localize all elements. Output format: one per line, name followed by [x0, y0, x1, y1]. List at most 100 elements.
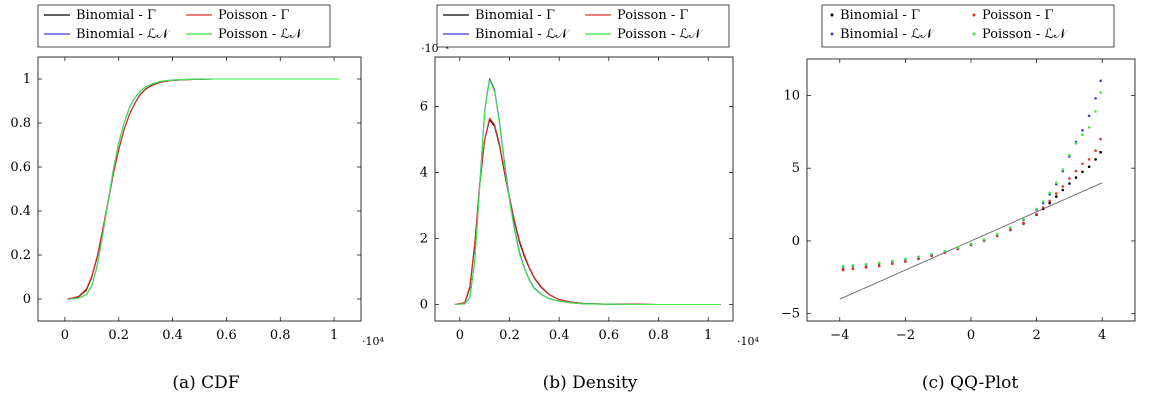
- scatter-point: [1087, 165, 1091, 168]
- scatter-point: [1048, 191, 1051, 195]
- scatter-point: [851, 264, 855, 267]
- series-line-2: [67, 78, 340, 300]
- scatter-point: [1081, 133, 1084, 136]
- scatter-point: [904, 260, 907, 263]
- scatter-point: [1061, 185, 1065, 188]
- y-tick-label: 0.4: [10, 204, 31, 219]
- legend: Binomial - Γ Poisson - Γ Binomial - ℒ𝒩 Pois…: [37, 4, 331, 48]
- legend: Binomial - Γ Poisson - Γ Binomial - ℒ𝒩 Pois…: [436, 4, 730, 48]
- legend: Binomial - Γ Poisson - Γ Binomial - ℒ𝒩 Pois…: [821, 4, 1115, 48]
- scatter-point: [1035, 207, 1038, 211]
- legend-label: Poisson - ℒ𝒩: [617, 27, 704, 42]
- scatter-point: [1094, 97, 1097, 100]
- subfigure-caption: (c) QQ-Plot: [922, 373, 1019, 393]
- y-tick-label: 1: [23, 72, 31, 87]
- series-line-3: [454, 77, 721, 306]
- y-tick-label: 0.6: [10, 160, 31, 175]
- scatter-point: [982, 238, 986, 241]
- scatter-point: [1087, 126, 1091, 129]
- scatter-point: [1009, 226, 1012, 229]
- scatter-point: [1041, 206, 1045, 209]
- y-tick-label: 0: [23, 292, 31, 307]
- scatter-point: [1055, 192, 1058, 195]
- scatter-point: [930, 252, 933, 256]
- scatter-point: [995, 232, 999, 236]
- scatter-point: [1022, 221, 1025, 225]
- legend-label: Binomial - Γ: [840, 8, 920, 23]
- scatter-point: [891, 259, 894, 263]
- scatter-point: [1055, 181, 1058, 184]
- legend-label: Poisson - Γ: [982, 8, 1053, 23]
- scatter-point: [1087, 114, 1091, 118]
- y-tick-label: 10: [783, 88, 800, 103]
- series-line-4: [70, 78, 340, 300]
- scatter-point: [841, 264, 845, 268]
- x-tick-label: 0.8: [270, 328, 291, 343]
- legend-label: Poisson - Γ: [218, 8, 289, 23]
- legend-label: Binomial - Γ: [76, 8, 156, 23]
- scatter-point: [1048, 201, 1051, 205]
- legend-label: Poisson - ℒ𝒩: [218, 27, 305, 42]
- legend-box: [821, 4, 1115, 48]
- scatter-point: [891, 262, 894, 266]
- x-tick-label: 0.4: [162, 328, 183, 343]
- legend-label: Poisson - ℒ𝒩: [982, 27, 1069, 42]
- scatter-point: [1068, 177, 1071, 180]
- x-tick-label: 0: [967, 328, 975, 343]
- scatter-point: [1099, 150, 1102, 154]
- legend-swatch: [830, 32, 834, 36]
- y-tick-label: 6: [420, 100, 428, 115]
- scatter-point: [841, 268, 845, 272]
- x-tick-label: 0.8: [648, 328, 669, 343]
- scatter-point: [917, 257, 920, 261]
- plot-frame: [37, 56, 362, 322]
- legend-swatch: [972, 13, 976, 17]
- subfigure-caption: (b) Density: [543, 373, 638, 393]
- series-line-1: [67, 78, 340, 300]
- x-axis-multiplier: ·10⁴: [362, 335, 384, 348]
- scatter-point: [1094, 149, 1097, 152]
- scatter-point: [1094, 158, 1097, 161]
- scatter-point: [1074, 169, 1078, 173]
- scatter-point: [1048, 199, 1051, 203]
- plot-frame: [434, 56, 734, 322]
- subfigure-caption: (a) CDF: [172, 373, 239, 393]
- scatter-point: [1068, 182, 1071, 185]
- x-tick-label: 0.6: [598, 328, 619, 343]
- x-tick-label: −4: [830, 328, 849, 343]
- scatter-point: [877, 261, 881, 265]
- scatter-point: [1087, 158, 1091, 161]
- legend-box: [37, 4, 331, 48]
- y-tick-label: 0: [420, 298, 428, 313]
- legend-label: Binomial - ℒ𝒩: [76, 27, 171, 42]
- scatter-point: [1061, 168, 1065, 171]
- scatter-point: [1068, 153, 1071, 157]
- x-tick-label: −2: [896, 328, 915, 343]
- scatter-point: [1074, 142, 1078, 145]
- x-tick-label: 1: [704, 328, 712, 343]
- scatter-point: [1099, 91, 1102, 94]
- legend-label: Binomial - ℒ𝒩: [475, 27, 570, 42]
- scatter-point: [943, 249, 947, 253]
- scatter-point: [1074, 176, 1078, 179]
- x-tick-label: 2: [1032, 328, 1040, 343]
- legend-swatch: [830, 13, 834, 17]
- y-tick-label: 5: [792, 161, 800, 176]
- scatter-point: [1081, 170, 1084, 174]
- scatter-point: [1035, 212, 1038, 216]
- scatter-point: [1099, 137, 1102, 141]
- scatter-point: [1041, 200, 1045, 203]
- series-line-2: [454, 117, 721, 306]
- legend-box: [436, 4, 730, 48]
- x-tick-label: 0: [61, 328, 69, 343]
- scatter-point: [851, 267, 855, 271]
- y-tick-label: 0.2: [10, 248, 31, 263]
- chart-panel-1: 0 0.2 0.4 0.6 0.8 1 0 0.2 0.4 0.6 0.8 1 ·10⁴ Binomial…: [10, 4, 385, 393]
- x-tick-label: 1: [330, 328, 338, 343]
- y-tick-label: 0: [792, 234, 800, 249]
- series-line-1: [454, 119, 721, 306]
- x-tick-label: 0.2: [108, 328, 129, 343]
- legend-swatch: [972, 32, 976, 36]
